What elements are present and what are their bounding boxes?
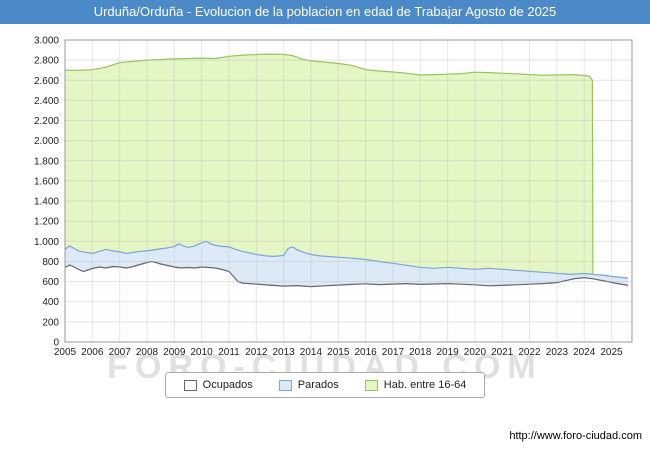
svg-text:2022: 2022 xyxy=(518,347,541,356)
svg-text:1.600: 1.600 xyxy=(34,176,59,187)
legend-item-ocupados: Ocupados xyxy=(183,379,253,391)
svg-text:2023: 2023 xyxy=(546,347,569,356)
svg-text:2008: 2008 xyxy=(136,347,159,356)
legend-label: Parados xyxy=(297,379,339,391)
svg-text:2015: 2015 xyxy=(327,347,350,356)
svg-text:400: 400 xyxy=(42,297,59,308)
legend-item-parados: Parados xyxy=(278,379,339,391)
svg-text:2017: 2017 xyxy=(382,347,405,356)
svg-text:2024: 2024 xyxy=(573,347,596,356)
hab-swatch-icon xyxy=(364,379,378,391)
svg-text:1.400: 1.400 xyxy=(34,197,59,208)
svg-text:2020: 2020 xyxy=(464,347,487,356)
population-area-chart: 0 200 400 600 800 1.000 1.200 1.400 1.600 1.800 2.… xyxy=(34,36,633,356)
svg-text:2005: 2005 xyxy=(54,347,77,356)
legend-box: Ocupados Parados Hab. entre 16-64 xyxy=(164,372,486,398)
svg-text:2.400: 2.400 xyxy=(34,96,59,107)
svg-text:2007: 2007 xyxy=(109,347,132,356)
legend-label: Ocupados xyxy=(202,379,253,391)
svg-text:2.000: 2.000 xyxy=(34,136,59,147)
svg-text:2019: 2019 xyxy=(436,347,459,356)
svg-text:0: 0 xyxy=(53,338,59,349)
chart-title: Urduña/Orduña - Evolucion de la poblacio… xyxy=(0,0,650,24)
svg-text:2012: 2012 xyxy=(245,347,268,356)
svg-text:800: 800 xyxy=(42,257,59,268)
legend: Ocupados Parados Hab. entre 16-64 xyxy=(0,372,650,398)
svg-text:2.200: 2.200 xyxy=(34,116,59,127)
svg-text:200: 200 xyxy=(42,317,59,328)
svg-text:2018: 2018 xyxy=(409,347,432,356)
svg-text:3.000: 3.000 xyxy=(34,36,59,47)
svg-text:2011: 2011 xyxy=(218,347,240,356)
svg-text:2006: 2006 xyxy=(81,347,104,356)
svg-text:2021: 2021 xyxy=(491,347,514,356)
footer-url[interactable]: http://www.foro-ciudad.com xyxy=(509,430,642,442)
legend-label: Hab. entre 16-64 xyxy=(383,379,467,391)
svg-text:2013: 2013 xyxy=(272,347,295,356)
svg-text:1.200: 1.200 xyxy=(34,217,59,228)
svg-text:2014: 2014 xyxy=(300,347,323,356)
svg-text:600: 600 xyxy=(42,277,59,288)
svg-text:2009: 2009 xyxy=(163,347,186,356)
svg-text:2016: 2016 xyxy=(354,347,377,356)
svg-text:1.800: 1.800 xyxy=(34,156,59,167)
svg-text:2010: 2010 xyxy=(190,347,213,356)
svg-text:2.800: 2.800 xyxy=(34,56,59,67)
svg-text:2025: 2025 xyxy=(600,347,623,356)
parados-swatch-icon xyxy=(278,379,292,391)
legend-item-hab-16-64: Hab. entre 16-64 xyxy=(364,379,467,391)
svg-text:1.000: 1.000 xyxy=(34,237,59,248)
ocupados-swatch-icon xyxy=(183,379,197,391)
svg-text:2.600: 2.600 xyxy=(34,76,59,87)
